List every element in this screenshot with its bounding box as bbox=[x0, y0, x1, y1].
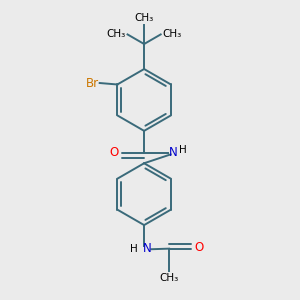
Text: CH₃: CH₃ bbox=[134, 14, 154, 23]
Text: H: H bbox=[130, 244, 138, 254]
Text: H: H bbox=[179, 145, 187, 155]
Text: CH₃: CH₃ bbox=[160, 273, 179, 283]
Text: CH₃: CH₃ bbox=[107, 29, 126, 39]
Text: CH₃: CH₃ bbox=[162, 29, 182, 39]
Text: N: N bbox=[169, 146, 178, 159]
Text: O: O bbox=[109, 146, 119, 159]
Text: N: N bbox=[142, 242, 152, 255]
Text: Br: Br bbox=[86, 76, 99, 89]
Text: O: O bbox=[195, 241, 204, 254]
